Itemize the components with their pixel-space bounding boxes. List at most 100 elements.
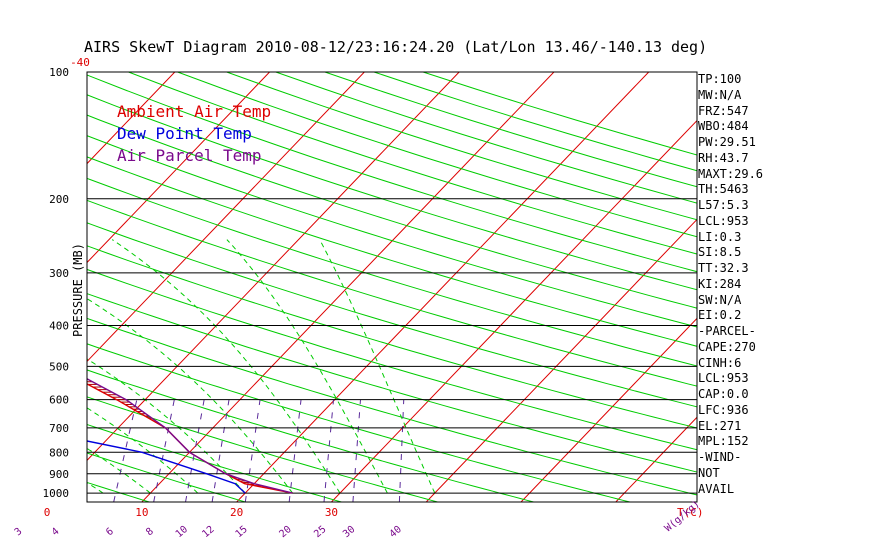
index-item: LFC:936 <box>698 402 749 417</box>
y-tick-label: 900 <box>49 468 69 481</box>
y-tick-label: 100 <box>49 66 69 79</box>
dry-adiabat-line <box>128 72 697 255</box>
index-item: LCL:953 <box>698 213 749 228</box>
index-item: -WIND- <box>698 450 742 464</box>
isotherm-line <box>331 119 697 502</box>
isotherm-line <box>87 72 365 363</box>
dry-adiabat-line <box>87 293 697 473</box>
legend-dew-point-temp: Dew Point Temp <box>117 124 252 143</box>
moist-adiabat-line <box>0 240 56 494</box>
isotherm-line <box>141 72 555 502</box>
dry-adiabat-line <box>87 94 697 291</box>
mixing-ratio-tick-label: 20 <box>277 524 293 540</box>
dry-adiabat-line <box>87 423 342 502</box>
dry-adiabat-line <box>275 72 697 204</box>
mixing-ratio-line <box>185 399 205 502</box>
y-tick-label: 500 <box>49 360 69 373</box>
dry-adiabat-line <box>87 452 246 502</box>
bottom-temp-tick-label: 20 <box>230 506 243 519</box>
isotherm-line <box>87 72 460 462</box>
index-item: L57:5.3 <box>698 198 749 212</box>
index-item: CAP:0.0 <box>698 387 749 401</box>
cape-hatch-layer <box>87 378 281 491</box>
index-item: LI:0.3 <box>698 229 742 244</box>
bottom-temp-tick-label: 30 <box>325 506 338 519</box>
mixing-ratio-tick-label: 4 <box>50 526 62 538</box>
bottom-temp-unit-label: T(C) <box>677 506 704 519</box>
dry-adiabat-line <box>87 317 697 496</box>
isotherm-line <box>520 317 697 502</box>
index-item: AVAIL <box>698 481 735 496</box>
chart-title: AIRS SkewT Diagram 2010-08-12/23:16:24.2… <box>84 38 707 56</box>
isotherm-line <box>236 72 650 502</box>
y-tick-label: 600 <box>49 394 69 407</box>
moist-adiabat-line <box>87 407 199 494</box>
moist-adiabat-line <box>226 239 388 494</box>
index-item: FRZ:547 <box>698 103 749 118</box>
series-layer <box>87 378 293 494</box>
y-tick-label: 800 <box>49 446 69 459</box>
index-item: WBO:484 <box>698 119 749 134</box>
moist-adiabat-line <box>0 240 8 494</box>
index-item: -PARCEL- <box>698 324 756 338</box>
isotherm-line <box>87 72 176 165</box>
index-item: RH:43.7 <box>698 150 749 165</box>
mixing-ratio-line <box>323 399 335 502</box>
air-parcel-temp-line <box>87 378 293 494</box>
mixing-ratio-tick-label: 6 <box>104 526 116 538</box>
y-tick-label: 300 <box>49 267 69 280</box>
dry-adiabat-line <box>324 72 697 188</box>
mixing-ratio-line <box>352 399 361 502</box>
axis-labels-layer: 1002003004005006007008009001000-120-110-… <box>13 56 704 540</box>
index-item: MAXT:29.6 <box>698 166 764 181</box>
dry-adiabat-line <box>87 343 631 502</box>
mixing-ratio-line <box>288 399 302 502</box>
index-item: KI:284 <box>698 276 742 291</box>
isotherm-line <box>87 72 270 264</box>
legend-air-parcel-temp: Air Parcel Temp <box>117 146 262 165</box>
mixing-ratio-tick-label: 10 <box>174 524 190 540</box>
isotherm-line <box>0 72 80 502</box>
isotherm-line <box>425 218 697 502</box>
legend: Ambient Air Temp Dew Point Temp Air Parc… <box>117 102 271 165</box>
dry-adiabat-line <box>373 72 697 172</box>
moist-adiabat-line <box>87 298 293 494</box>
dry-adiabat-line <box>87 74 697 273</box>
index-item: SW:N/A <box>698 292 742 307</box>
mixing-ratio-tick-label: 30 <box>341 524 357 540</box>
dry-adiabat-line <box>87 369 534 502</box>
dew-point-temp-line <box>87 440 246 494</box>
y-tick-label: 1000 <box>43 487 70 500</box>
index-item: PW:29.51 <box>698 135 756 149</box>
index-item: CAPE:270 <box>698 339 756 354</box>
mixing-ratio-line <box>153 399 175 502</box>
dry-adiabat-line <box>0 72 53 502</box>
y-tick-label: 400 <box>49 320 69 333</box>
index-item: MW:N/A <box>698 87 742 102</box>
top-temp-tick-label: -40 <box>70 56 90 69</box>
dry-adiabat-line <box>87 135 697 328</box>
mixing-ratio-tick-label: 25 <box>312 524 328 540</box>
plot-frame <box>86 71 698 503</box>
grid-layer <box>0 72 697 502</box>
mixing-ratio-line <box>113 399 138 502</box>
dry-adiabat-line <box>87 245 697 429</box>
index-item: SI:8.5 <box>698 245 742 260</box>
bottom-temp-tick-label: 10 <box>135 506 148 519</box>
dry-adiabat-line <box>87 156 697 347</box>
dry-adiabat-line <box>87 177 697 367</box>
y-axis-label: PRESSURE (MB) <box>71 243 85 337</box>
index-item: EI:0.2 <box>698 308 742 323</box>
bottom-temp-tick-label: 0 <box>44 506 51 519</box>
index-item: CINH:6 <box>698 355 742 370</box>
mixing-ratio-tick-label: 40 <box>388 524 404 540</box>
mixing-ratio-line <box>0 400 3 502</box>
dry-adiabat-line <box>87 268 697 451</box>
legend-ambient-air-temp: Ambient Air Temp <box>117 102 271 121</box>
isotherm-line <box>615 416 697 502</box>
index-item: MPL:152 <box>698 434 749 449</box>
mixing-ratio-tick-label: 3 <box>13 526 25 538</box>
index-item: LCL:953 <box>698 371 749 386</box>
